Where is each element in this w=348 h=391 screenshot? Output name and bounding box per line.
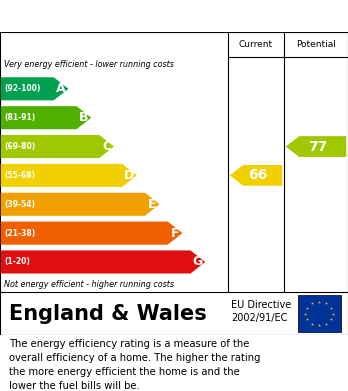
Text: A: A <box>56 83 66 95</box>
Text: (81-91): (81-91) <box>4 113 35 122</box>
Text: Energy Efficiency Rating: Energy Efficiency Rating <box>9 7 238 25</box>
Polygon shape <box>1 164 137 187</box>
Text: Potential: Potential <box>296 40 336 49</box>
Text: E: E <box>148 198 157 211</box>
Text: The energy efficiency rating is a measure of the
overall efficiency of a home. T: The energy efficiency rating is a measur… <box>9 339 260 391</box>
Text: (92-100): (92-100) <box>4 84 41 93</box>
Polygon shape <box>1 193 160 216</box>
Text: (69-80): (69-80) <box>4 142 35 151</box>
Text: Not energy efficient - higher running costs: Not energy efficient - higher running co… <box>4 280 174 289</box>
Bar <box>298 296 341 332</box>
Text: EU Directive
2002/91/EC: EU Directive 2002/91/EC <box>231 300 292 323</box>
Polygon shape <box>1 135 114 158</box>
Text: 66: 66 <box>248 169 268 182</box>
Text: 77: 77 <box>308 140 328 154</box>
Polygon shape <box>230 165 282 186</box>
Polygon shape <box>1 250 205 274</box>
Text: Very energy efficient - lower running costs: Very energy efficient - lower running co… <box>4 60 174 69</box>
Text: England & Wales: England & Wales <box>9 303 206 323</box>
Polygon shape <box>286 136 346 157</box>
Text: D: D <box>124 169 135 182</box>
Text: G: G <box>193 255 203 269</box>
Text: (1-20): (1-20) <box>4 257 30 267</box>
Text: (21-38): (21-38) <box>4 229 35 238</box>
Text: F: F <box>171 227 179 240</box>
Text: Current: Current <box>239 40 273 49</box>
Polygon shape <box>1 106 91 129</box>
Polygon shape <box>1 222 182 245</box>
Text: (55-68): (55-68) <box>4 171 35 180</box>
Text: C: C <box>102 140 111 153</box>
Text: B: B <box>79 111 89 124</box>
Text: (39-54): (39-54) <box>4 200 35 209</box>
Polygon shape <box>1 77 69 100</box>
